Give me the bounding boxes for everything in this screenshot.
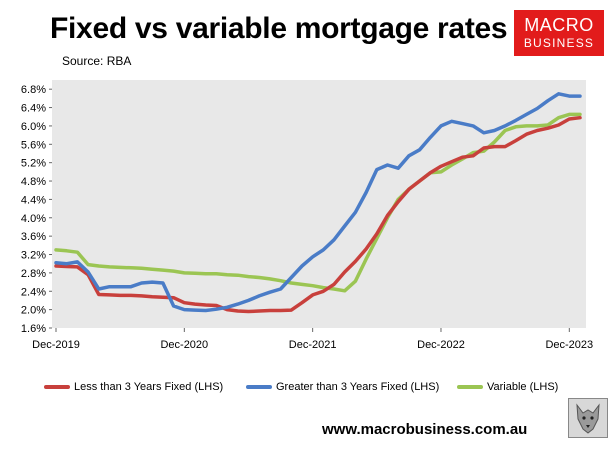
legend-item-less-than-3y: Less than 3 Years Fixed (LHS) [44,381,223,393]
logo-line-1: MACRO [524,15,594,35]
legend-item-greater-than-3y: Greater than 3 Years Fixed (LHS) [246,381,439,393]
chart-title: Fixed vs variable mortgage rates [50,12,508,45]
legend-swatch-green [457,385,483,390]
wolf-icon [568,398,608,438]
source-label: Source: RBA [62,54,132,68]
x-tick-label: Dec-2020 [160,339,208,351]
x-tick-label: Dec-2022 [417,339,465,351]
x-axis-ticks: Dec-2019 Dec-2020 Dec-2021 Dec-2022 Dec-2023 [32,328,593,351]
legend-label: Less than 3 Years Fixed (LHS) [74,381,224,393]
series-lines [54,92,582,314]
y-tick-label: 3.6% [21,231,46,243]
y-tick-label: 4.0% [21,213,46,225]
y-tick-label: 5.2% [21,158,46,170]
y-tick-label: 2.4% [21,286,46,298]
x-tick-label: Dec-2023 [545,339,593,351]
x-tick-label: Dec-2021 [289,339,337,351]
y-tick-label: 6.4% [21,103,46,115]
y-tick-label: 4.8% [21,176,46,188]
y-tick-label: 5.6% [21,139,46,151]
y-tick-label: 1.6% [21,323,46,335]
legend-label: Variable (LHS) [487,381,559,393]
website-url: www.macrobusiness.com.au [322,421,528,438]
y-tick-label: 4.4% [21,194,46,206]
line-chart: 1.6% 2.0% 2.4% 2.8% 3.2% 3.6% 4.0% 4.4% 4.8% 5.2%… [21,80,593,351]
series-line-2 [54,112,582,293]
y-axis-ticks: 1.6% 2.0% 2.4% 2.8% 3.2% 3.6% 4.0% 4.4% 4.8% 5.2%… [21,84,52,335]
series-line-1 [54,92,582,313]
y-tick-label: 3.2% [21,250,46,262]
x-tick-label: Dec-2019 [32,339,80,351]
plot-background [52,80,586,328]
y-tick-label: 6.8% [21,84,46,96]
legend-label: Greater than 3 Years Fixed (LHS) [276,381,440,393]
series-line-0 [54,115,582,314]
legend-item-variable: Variable (LHS) [457,381,558,393]
legend-swatch-blue [246,385,272,390]
logo-line-2: BUSINESS [523,36,595,50]
legend-swatch-red [44,385,70,390]
macrobusiness-logo: MACRO BUSINESS [514,10,604,56]
y-tick-label: 6.0% [21,121,46,133]
y-tick-label: 2.8% [21,268,46,280]
y-tick-label: 2.0% [21,305,46,317]
